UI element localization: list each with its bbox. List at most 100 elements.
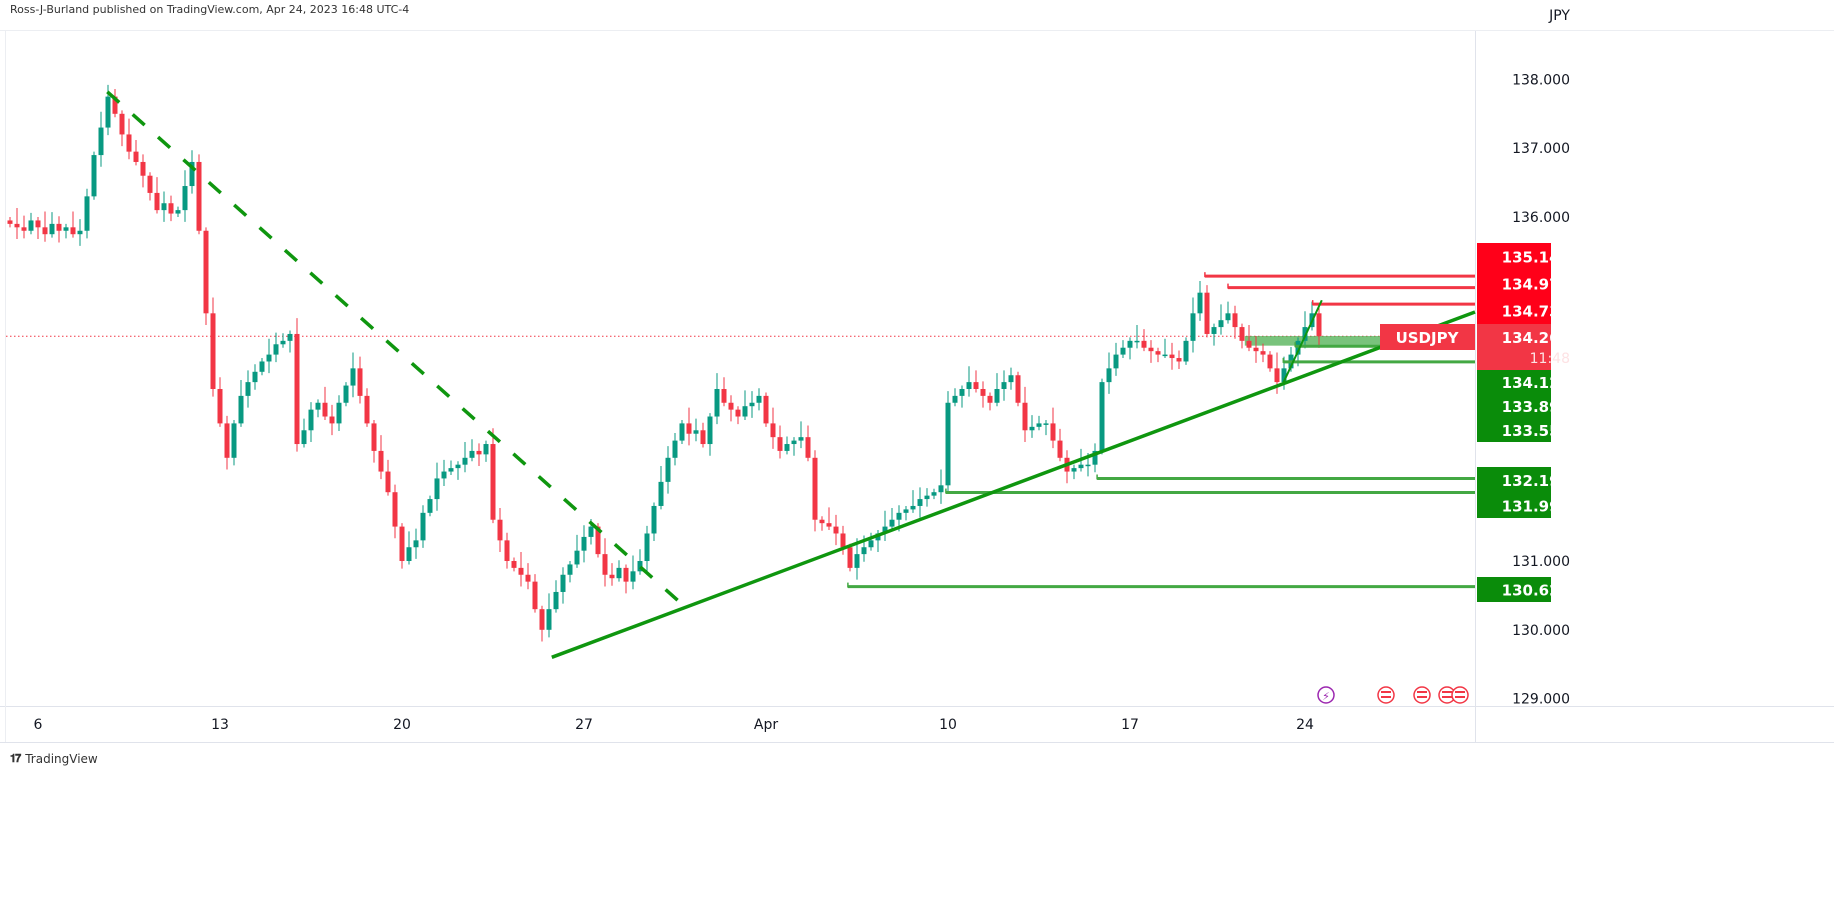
candle-body[interactable] bbox=[224, 423, 230, 458]
candle-body[interactable] bbox=[1246, 340, 1252, 348]
candle-body[interactable] bbox=[1057, 440, 1063, 458]
candle-body[interactable] bbox=[1281, 368, 1287, 383]
candle-body[interactable] bbox=[686, 423, 692, 434]
candle-body[interactable] bbox=[280, 340, 286, 345]
candle-body[interactable] bbox=[147, 175, 153, 193]
candle-body[interactable] bbox=[175, 210, 181, 214]
candle-body[interactable] bbox=[700, 430, 706, 445]
candle-body[interactable] bbox=[553, 591, 559, 610]
candle-body[interactable] bbox=[315, 402, 321, 410]
candle-body[interactable] bbox=[770, 423, 776, 438]
candle-body[interactable] bbox=[49, 223, 55, 235]
candle-body[interactable] bbox=[742, 406, 748, 417]
candle-body[interactable] bbox=[973, 382, 979, 389]
candle-body[interactable] bbox=[161, 203, 167, 211]
candle-body[interactable] bbox=[1022, 402, 1028, 431]
candle-body[interactable] bbox=[1099, 382, 1105, 451]
candle-body[interactable] bbox=[476, 450, 482, 455]
candle-body[interactable] bbox=[602, 554, 608, 575]
candle-body[interactable] bbox=[721, 389, 727, 403]
candle-body[interactable] bbox=[294, 333, 300, 445]
candle-body[interactable] bbox=[1113, 354, 1119, 369]
candle-body[interactable] bbox=[966, 382, 972, 389]
candle-body[interactable] bbox=[231, 423, 237, 458]
candle-body[interactable] bbox=[490, 444, 496, 520]
candle-body[interactable] bbox=[1218, 320, 1224, 328]
candle-body[interactable] bbox=[7, 220, 13, 224]
candle-body[interactable] bbox=[1239, 327, 1245, 341]
candle-body[interactable] bbox=[945, 402, 951, 486]
candle-body[interactable] bbox=[609, 574, 615, 579]
candle-body[interactable] bbox=[245, 382, 251, 396]
candle-body[interactable] bbox=[854, 554, 860, 568]
candle-body[interactable] bbox=[413, 540, 419, 548]
candle-body[interactable] bbox=[784, 444, 790, 451]
candle-body[interactable] bbox=[931, 492, 937, 496]
candle-body[interactable] bbox=[994, 389, 1000, 403]
candle-body[interactable] bbox=[378, 450, 384, 472]
candle-body[interactable] bbox=[882, 526, 888, 534]
trendline-uptrend-short[interactable] bbox=[1282, 299, 1323, 384]
candle-body[interactable] bbox=[1134, 340, 1140, 343]
us-flag-event-icon[interactable] bbox=[1451, 686, 1469, 704]
candle-body[interactable] bbox=[1190, 313, 1196, 341]
candle-body[interactable] bbox=[21, 227, 27, 231]
candle-body[interactable] bbox=[203, 230, 209, 314]
candle-body[interactable] bbox=[959, 389, 965, 396]
candle-body[interactable] bbox=[679, 423, 685, 441]
candle-body[interactable] bbox=[588, 526, 594, 537]
candle-body[interactable] bbox=[1043, 423, 1049, 425]
candle-body[interactable] bbox=[1029, 426, 1035, 431]
candle-body[interactable] bbox=[154, 192, 160, 211]
candle-body[interactable] bbox=[896, 512, 902, 520]
candle-body[interactable] bbox=[322, 402, 328, 417]
candle-body[interactable] bbox=[98, 127, 104, 156]
candle-body[interactable] bbox=[105, 96, 111, 128]
candle-body[interactable] bbox=[791, 440, 797, 445]
candle-body[interactable] bbox=[329, 416, 335, 424]
candle-body[interactable] bbox=[1036, 423, 1042, 427]
candle-body[interactable] bbox=[693, 430, 699, 434]
candle-body[interactable] bbox=[574, 550, 580, 565]
candle-body[interactable] bbox=[119, 113, 125, 135]
candle-body[interactable] bbox=[308, 409, 314, 431]
candle-body[interactable] bbox=[126, 134, 132, 152]
candle-body[interactable] bbox=[777, 437, 783, 451]
candle-body[interactable] bbox=[63, 227, 69, 231]
candle-body[interactable] bbox=[1211, 327, 1217, 334]
candle-body[interactable] bbox=[581, 536, 587, 551]
candle-body[interactable] bbox=[350, 368, 356, 386]
candle-body[interactable] bbox=[1120, 347, 1126, 355]
candle-body[interactable] bbox=[1078, 464, 1084, 469]
candle-body[interactable] bbox=[287, 333, 293, 341]
candle-body[interactable] bbox=[1295, 340, 1301, 355]
candle-body[interactable] bbox=[238, 395, 244, 424]
candle-body[interactable] bbox=[469, 450, 475, 458]
candle-body[interactable] bbox=[1148, 347, 1154, 352]
candle-body[interactable] bbox=[539, 609, 545, 630]
candle-body[interactable] bbox=[525, 574, 531, 582]
candle-body[interactable] bbox=[728, 402, 734, 410]
candle-body[interactable] bbox=[189, 161, 195, 187]
candle-body[interactable] bbox=[763, 395, 769, 424]
candle-body[interactable] bbox=[273, 344, 279, 355]
candle-body[interactable] bbox=[42, 227, 48, 235]
candle-body[interactable] bbox=[938, 485, 944, 493]
candle-body[interactable] bbox=[364, 395, 370, 424]
candle-body[interactable] bbox=[637, 561, 643, 572]
lightning-event-icon[interactable] bbox=[1317, 686, 1335, 704]
candle-body[interactable] bbox=[917, 499, 923, 506]
candle-body[interactable] bbox=[840, 533, 846, 548]
candle-body[interactable] bbox=[1071, 468, 1077, 472]
candle-body[interactable] bbox=[77, 230, 83, 235]
candle-body[interactable] bbox=[112, 96, 118, 114]
candle-body[interactable] bbox=[511, 561, 517, 568]
candle-body[interactable] bbox=[546, 609, 552, 630]
candle-body[interactable] bbox=[616, 567, 622, 579]
candle-body[interactable] bbox=[903, 509, 909, 513]
candle-body[interactable] bbox=[560, 574, 566, 592]
candle-body[interactable] bbox=[1008, 375, 1014, 383]
tradingview-brand[interactable]: 𝟏𝟕 TradingView bbox=[10, 752, 98, 766]
candle-body[interactable] bbox=[595, 526, 601, 555]
candle-body[interactable] bbox=[567, 564, 573, 575]
